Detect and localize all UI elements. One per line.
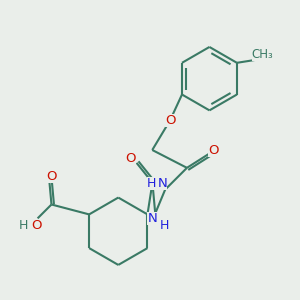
Text: H: H xyxy=(160,219,169,232)
Text: O: O xyxy=(165,114,175,127)
Text: CH₃: CH₃ xyxy=(252,48,274,62)
Text: N: N xyxy=(147,212,157,225)
Text: O: O xyxy=(208,145,219,158)
Text: O: O xyxy=(32,219,42,232)
Text: O: O xyxy=(46,170,57,183)
Text: O: O xyxy=(125,152,136,165)
Text: N: N xyxy=(157,177,167,190)
Text: H: H xyxy=(147,177,156,190)
Text: H: H xyxy=(19,219,28,232)
